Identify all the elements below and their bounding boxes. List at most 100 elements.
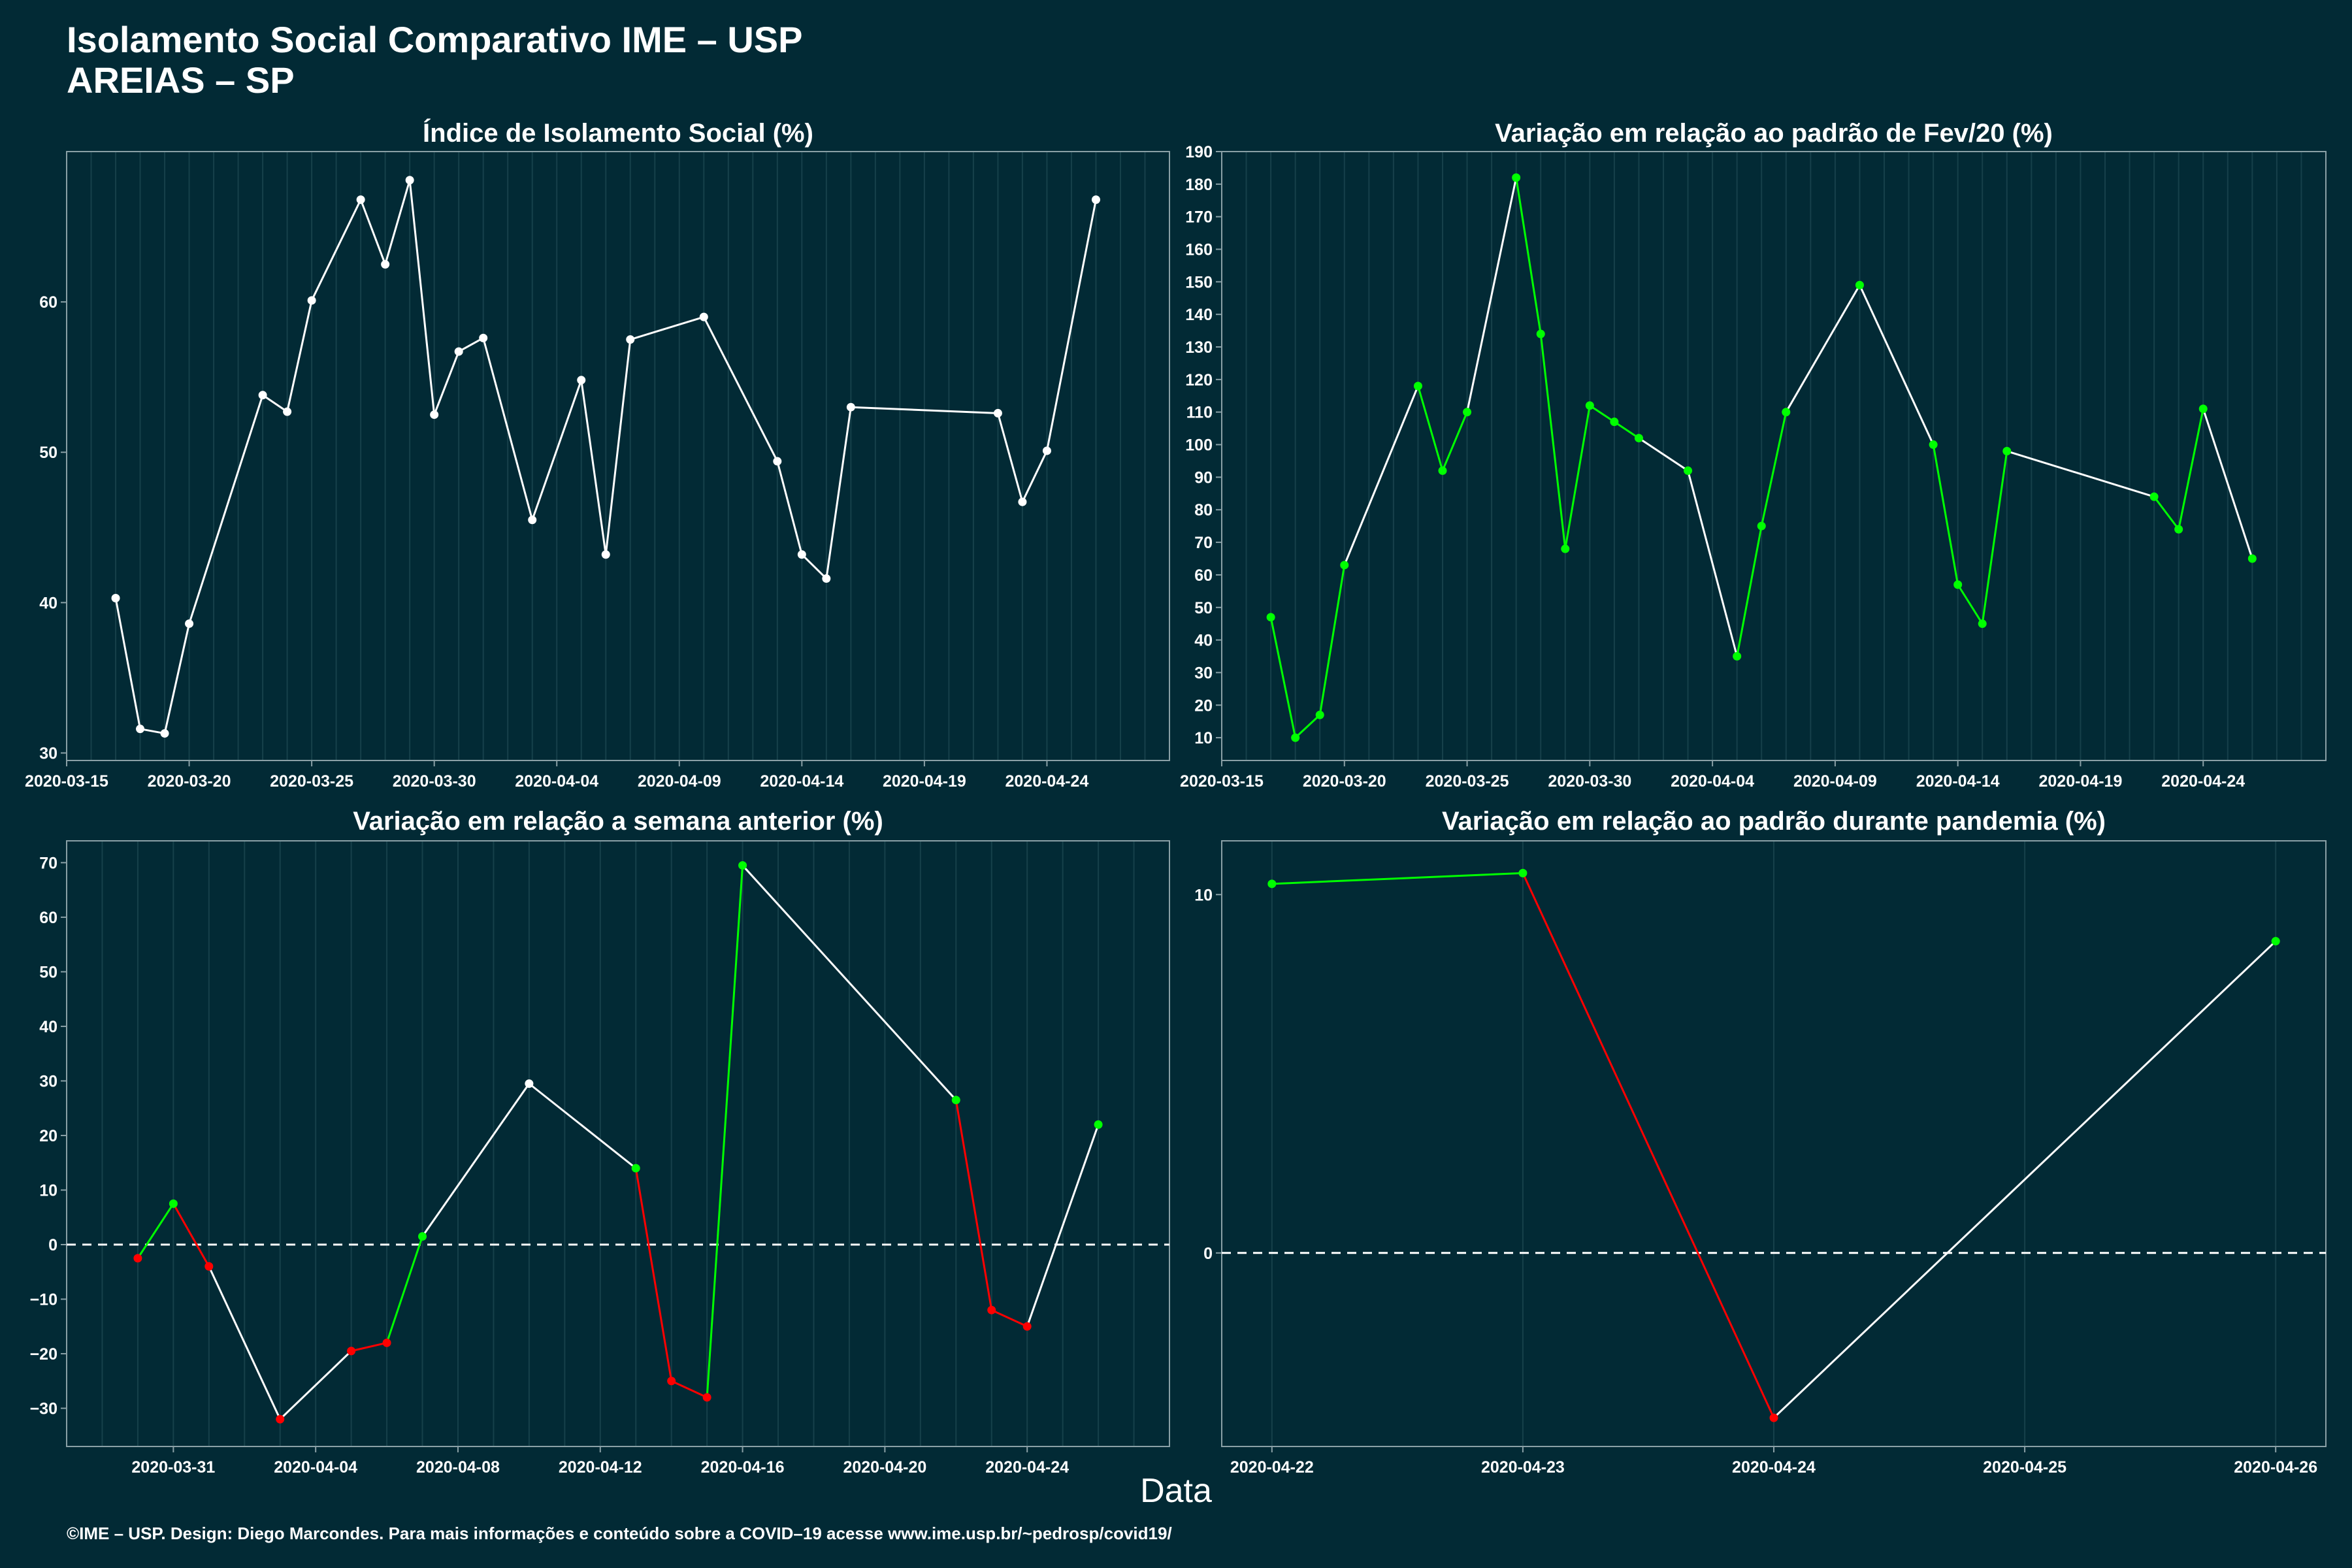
data-point — [1769, 1413, 1778, 1422]
data-point — [2002, 447, 2012, 456]
data-point — [1438, 466, 1447, 475]
data-point — [1953, 580, 1963, 589]
y-tick-label: 150 — [1185, 273, 1213, 291]
y-tick-label: 90 — [1194, 468, 1213, 487]
x-tick-label: 2020-03-20 — [1303, 772, 1386, 791]
y-tick-label: 70 — [1194, 534, 1213, 552]
data-point — [1091, 195, 1100, 204]
y-tick-label: −10 — [30, 1291, 57, 1309]
data-point — [702, 1393, 711, 1402]
data-point — [1855, 280, 1864, 289]
y-tick-label: 50 — [1194, 599, 1213, 617]
x-tick-label: 2020-04-24 — [2161, 772, 2245, 791]
series-segment — [1564, 405, 1591, 549]
series-segment — [1318, 564, 1346, 715]
series-segment — [1981, 451, 2008, 624]
data-point — [307, 296, 316, 305]
data-point — [2271, 937, 2280, 946]
x-tick-label: 2020-04-24 — [1005, 772, 1088, 791]
data-point — [738, 861, 747, 870]
x-tick-label: 2020-03-15 — [25, 772, 108, 791]
x-tick-label: 2020-04-09 — [638, 772, 721, 791]
y-tick-label: 20 — [39, 1127, 57, 1145]
data-point — [1340, 561, 1349, 570]
series-segment — [825, 406, 852, 579]
series-segment — [1021, 450, 1048, 502]
y-tick-label: 180 — [1185, 176, 1213, 194]
series-segment — [286, 300, 313, 412]
y-tick-label: −20 — [30, 1345, 57, 1364]
data-point — [528, 515, 537, 525]
series-segment — [580, 380, 607, 555]
y-tick-label: 0 — [1203, 1245, 1213, 1263]
panel-border — [1221, 151, 2327, 761]
series-segment — [1343, 385, 1419, 566]
main-title: Isolamento Social Comparativo IME – USP … — [67, 20, 803, 101]
series-segment — [2178, 408, 2204, 530]
x-tick-label: 2020-03-31 — [131, 1458, 215, 1477]
y-tick-label: 10 — [1194, 886, 1213, 904]
y-tick-label: 30 — [1194, 664, 1213, 682]
series-segment — [955, 1100, 993, 1311]
x-tick-label: 2020-04-24 — [1732, 1458, 1816, 1477]
data-point — [993, 408, 1002, 417]
series-segment — [2202, 408, 2253, 559]
x-tick-label: 2020-04-26 — [2234, 1458, 2317, 1477]
data-point — [405, 176, 414, 185]
series-segment — [351, 1341, 387, 1352]
x-tick-label: 2020-04-08 — [416, 1458, 500, 1477]
y-tick-label: 130 — [1185, 338, 1213, 357]
chart-panel-4: Variação em relação ao padrão durante pa… — [1194, 807, 2327, 1477]
panel-border — [66, 151, 1170, 761]
y-tick-label: 20 — [1194, 696, 1213, 715]
x-tick-label: 2020-03-30 — [393, 772, 476, 791]
x-tick-label: 2020-04-20 — [843, 1458, 926, 1477]
y-tick-label: 10 — [1194, 729, 1213, 747]
series-segment — [359, 199, 387, 265]
series-segment — [1522, 872, 1775, 1418]
data-point — [169, 1199, 178, 1208]
series-segment — [421, 1083, 531, 1237]
y-tick-label: 10 — [39, 1181, 57, 1200]
data-point — [987, 1305, 996, 1315]
data-point — [1733, 652, 1742, 661]
chart-panel-1: Índice de Isolamento Social (%) 2020-03-1… — [25, 118, 1170, 791]
series-segment — [634, 1168, 673, 1382]
data-point — [631, 1164, 640, 1173]
data-point — [1042, 446, 1051, 455]
data-point — [111, 593, 120, 602]
data-point — [2149, 492, 2159, 501]
series-segment — [137, 1203, 174, 1259]
data-point — [258, 391, 267, 400]
data-point — [1512, 173, 1521, 182]
series-segment — [702, 316, 779, 462]
series-segment — [310, 199, 362, 301]
x-tick-label: 2020-04-14 — [760, 772, 843, 791]
y-tick-label: 160 — [1185, 241, 1213, 259]
y-tick-label: 30 — [39, 1072, 57, 1090]
y-tick-label: 80 — [1194, 501, 1213, 519]
series-segment — [531, 380, 583, 521]
x-tick-label: 2020-04-04 — [1671, 772, 1754, 791]
panel-title: Variação em relação a semana anterior (%… — [353, 807, 883, 836]
y-tick-label: 60 — [39, 909, 57, 927]
data-point — [1413, 382, 1422, 391]
data-point — [356, 195, 365, 204]
y-tick-label: 30 — [39, 744, 57, 762]
data-point — [846, 402, 855, 412]
data-point — [1094, 1120, 1103, 1129]
x-tick-label: 2020-03-15 — [1180, 772, 1264, 791]
panel-title: Variação em relação ao padrão durante pa… — [1442, 807, 2106, 836]
data-point — [204, 1262, 214, 1271]
series-segment — [172, 1203, 210, 1267]
x-tick-label: 2020-04-04 — [274, 1458, 357, 1477]
series-segment — [1515, 177, 1542, 335]
series-segment — [1441, 412, 1468, 472]
y-tick-label: 60 — [39, 293, 57, 312]
series-segment — [1638, 437, 1689, 472]
series-segment — [604, 339, 632, 555]
series-segment — [996, 413, 1024, 502]
data-point — [136, 725, 145, 734]
